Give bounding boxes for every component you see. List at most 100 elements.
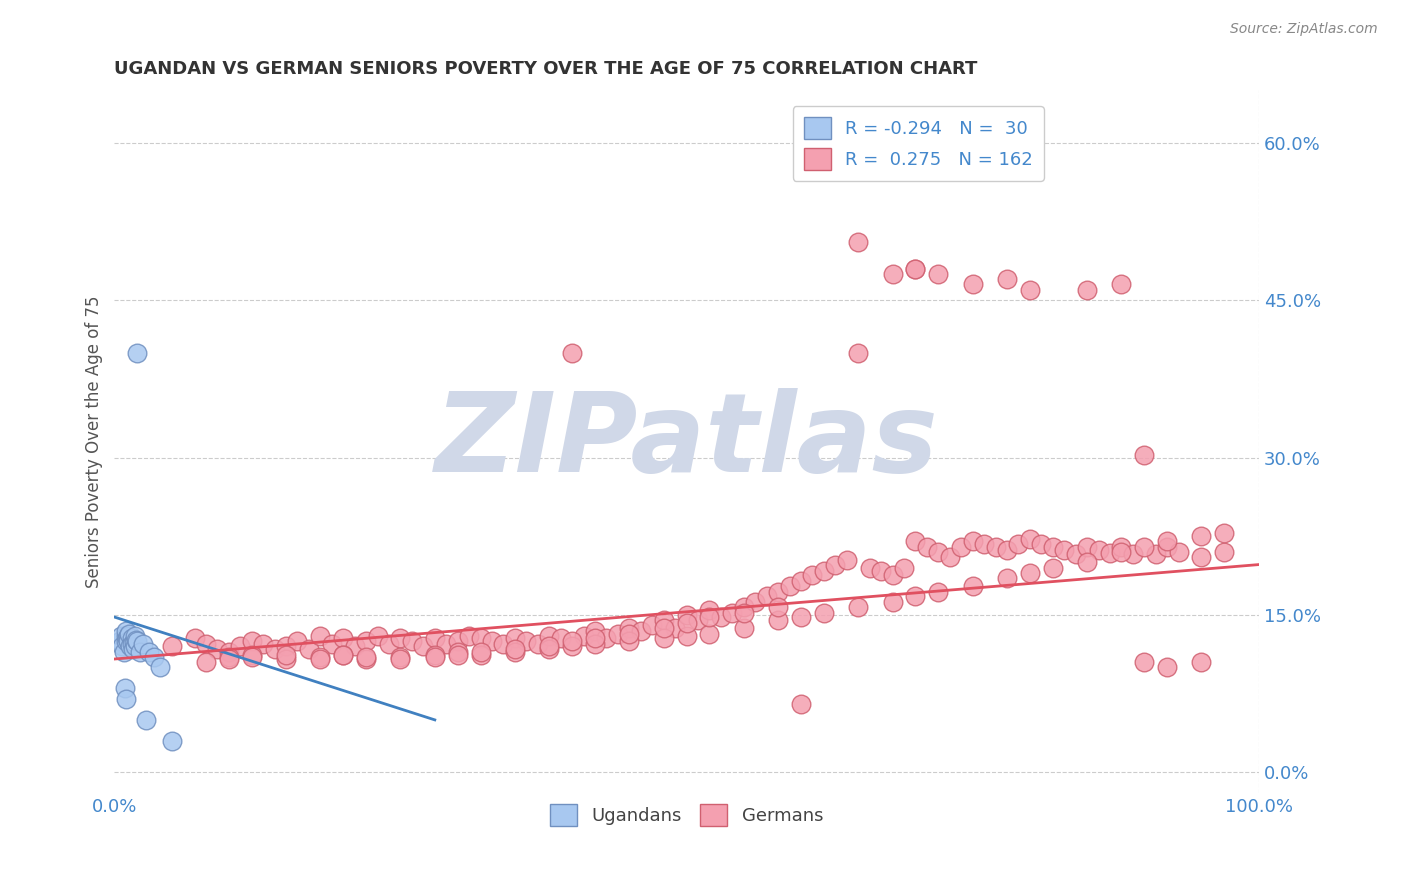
Point: [813, 564, 835, 578]
Point: [882, 267, 904, 281]
Point: [121, 631, 143, 645]
Point: [1018, 566, 1040, 580]
Point: [298, 641, 321, 656]
Point: [664, 621, 686, 635]
Point: [389, 631, 412, 645]
Point: [423, 648, 446, 662]
Point: [699, 627, 721, 641]
Point: [127, 634, 149, 648]
Point: [630, 624, 652, 638]
Point: [115, 629, 138, 643]
Point: [1133, 540, 1156, 554]
Point: [1191, 529, 1213, 543]
Point: [915, 540, 938, 554]
Point: [124, 640, 146, 654]
Text: ZIPatlas: ZIPatlas: [434, 388, 938, 495]
Point: [904, 261, 927, 276]
Point: [973, 536, 995, 550]
Point: [121, 637, 143, 651]
Point: [950, 540, 973, 554]
Point: [120, 640, 142, 654]
Point: [412, 640, 434, 654]
Point: [779, 578, 801, 592]
Point: [984, 540, 1007, 554]
Point: [127, 345, 149, 359]
Point: [995, 272, 1018, 286]
Point: [846, 235, 869, 250]
Point: [1042, 540, 1064, 554]
Text: UGANDAN VS GERMAN SENIORS POVERTY OVER THE AGE OF 75 CORRELATION CHART: UGANDAN VS GERMAN SENIORS POVERTY OVER T…: [114, 60, 977, 78]
Point: [813, 606, 835, 620]
Point: [1156, 534, 1178, 549]
Point: [527, 637, 550, 651]
Point: [274, 652, 297, 666]
Point: [1213, 545, 1236, 559]
Point: [263, 641, 285, 656]
Point: [733, 599, 755, 614]
Point: [962, 277, 984, 292]
Point: [1111, 540, 1133, 554]
Point: [1213, 526, 1236, 541]
Point: [423, 631, 446, 645]
Point: [309, 629, 332, 643]
Point: [550, 631, 572, 645]
Point: [274, 648, 297, 662]
Point: [538, 629, 561, 643]
Point: [766, 599, 789, 614]
Point: [160, 640, 183, 654]
Point: [710, 610, 733, 624]
Point: [110, 629, 132, 643]
Point: [354, 652, 377, 666]
Point: [503, 645, 526, 659]
Point: [108, 634, 131, 648]
Point: [354, 634, 377, 648]
Point: [115, 634, 138, 648]
Point: [995, 542, 1018, 557]
Point: [332, 648, 354, 662]
Point: [389, 652, 412, 666]
Point: [606, 627, 628, 641]
Point: [721, 606, 744, 620]
Point: [962, 578, 984, 592]
Point: [503, 641, 526, 656]
Point: [1053, 542, 1076, 557]
Point: [766, 613, 789, 627]
Point: [240, 634, 263, 648]
Point: [194, 637, 217, 651]
Point: [117, 629, 139, 643]
Point: [354, 649, 377, 664]
Point: [538, 641, 561, 656]
Point: [112, 645, 135, 659]
Point: [1167, 545, 1189, 559]
Point: [927, 267, 949, 281]
Point: [135, 713, 157, 727]
Point: [733, 621, 755, 635]
Point: [114, 681, 136, 696]
Point: [1031, 536, 1053, 550]
Point: [1133, 449, 1156, 463]
Point: [561, 345, 583, 359]
Point: [619, 621, 641, 635]
Point: [859, 560, 882, 574]
Point: [309, 649, 332, 664]
Point: [882, 595, 904, 609]
Point: [125, 633, 148, 648]
Point: [572, 629, 595, 643]
Point: [274, 640, 297, 654]
Point: [1133, 655, 1156, 669]
Point: [128, 645, 150, 659]
Point: [938, 550, 960, 565]
Point: [124, 629, 146, 643]
Point: [481, 634, 503, 648]
Point: [1007, 536, 1029, 550]
Point: [122, 635, 145, 649]
Point: [218, 652, 240, 666]
Point: [118, 627, 141, 641]
Point: [332, 648, 354, 662]
Point: [143, 649, 166, 664]
Point: [835, 553, 858, 567]
Point: [183, 631, 205, 645]
Point: [1018, 533, 1040, 547]
Point: [240, 648, 263, 662]
Point: [1076, 556, 1098, 570]
